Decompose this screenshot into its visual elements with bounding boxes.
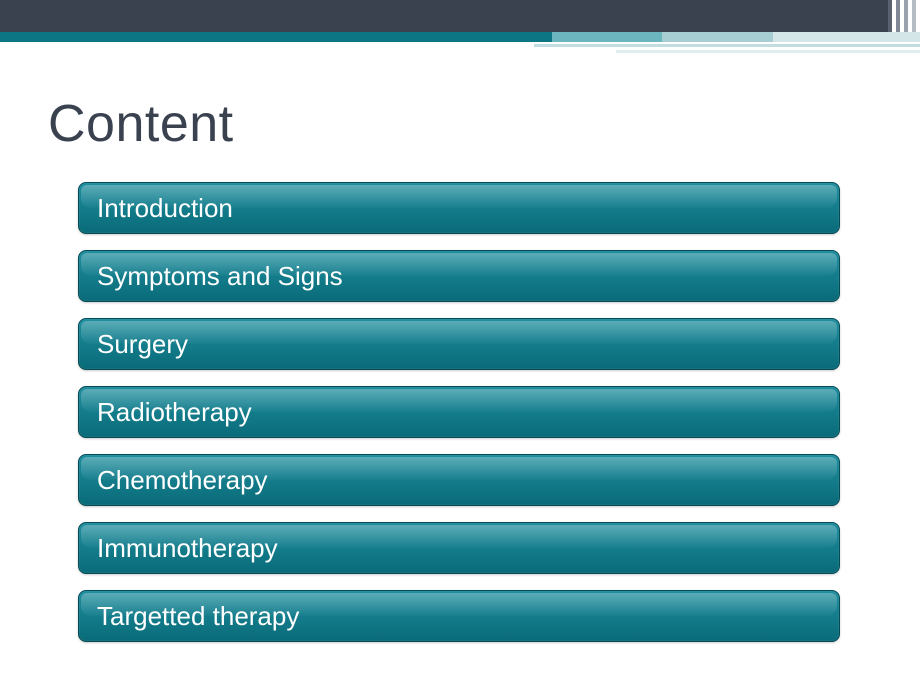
content-item-label: Symptoms and Signs bbox=[97, 261, 343, 291]
header-divider bbox=[0, 32, 920, 42]
content-item-label: Radiotherapy bbox=[97, 397, 252, 427]
content-item[interactable]: Immunotherapy bbox=[78, 522, 840, 574]
divider-segment bbox=[773, 32, 920, 42]
accent-line bbox=[534, 44, 920, 47]
divider-segment bbox=[662, 32, 772, 42]
content-item[interactable]: Radiotherapy bbox=[78, 386, 840, 438]
content-item[interactable]: Surgery bbox=[78, 318, 840, 370]
divider-segment bbox=[0, 32, 552, 42]
header-bar bbox=[0, 0, 920, 32]
slide-title: Content bbox=[48, 94, 920, 154]
content-list: Introduction Symptoms and Signs Surgery Rad… bbox=[78, 182, 840, 642]
content-item-label: Immunotherapy bbox=[97, 533, 278, 563]
header-accent-lines bbox=[0, 42, 920, 56]
header-stripe bbox=[916, 0, 920, 32]
divider-segment bbox=[552, 32, 662, 42]
content-item-label: Introduction bbox=[97, 193, 233, 223]
item-gloss bbox=[81, 321, 837, 344]
content-item[interactable]: Chemotherapy bbox=[78, 454, 840, 506]
content-item[interactable]: Introduction bbox=[78, 182, 840, 234]
content-item[interactable]: Symptoms and Signs bbox=[78, 250, 840, 302]
content-item-label: Surgery bbox=[97, 329, 188, 359]
content-item-label: Targetted therapy bbox=[97, 601, 299, 631]
accent-line bbox=[616, 50, 920, 53]
content-item-label: Chemotherapy bbox=[97, 465, 268, 495]
content-item[interactable]: Targetted therapy bbox=[78, 590, 840, 642]
header-stripes bbox=[888, 0, 920, 32]
